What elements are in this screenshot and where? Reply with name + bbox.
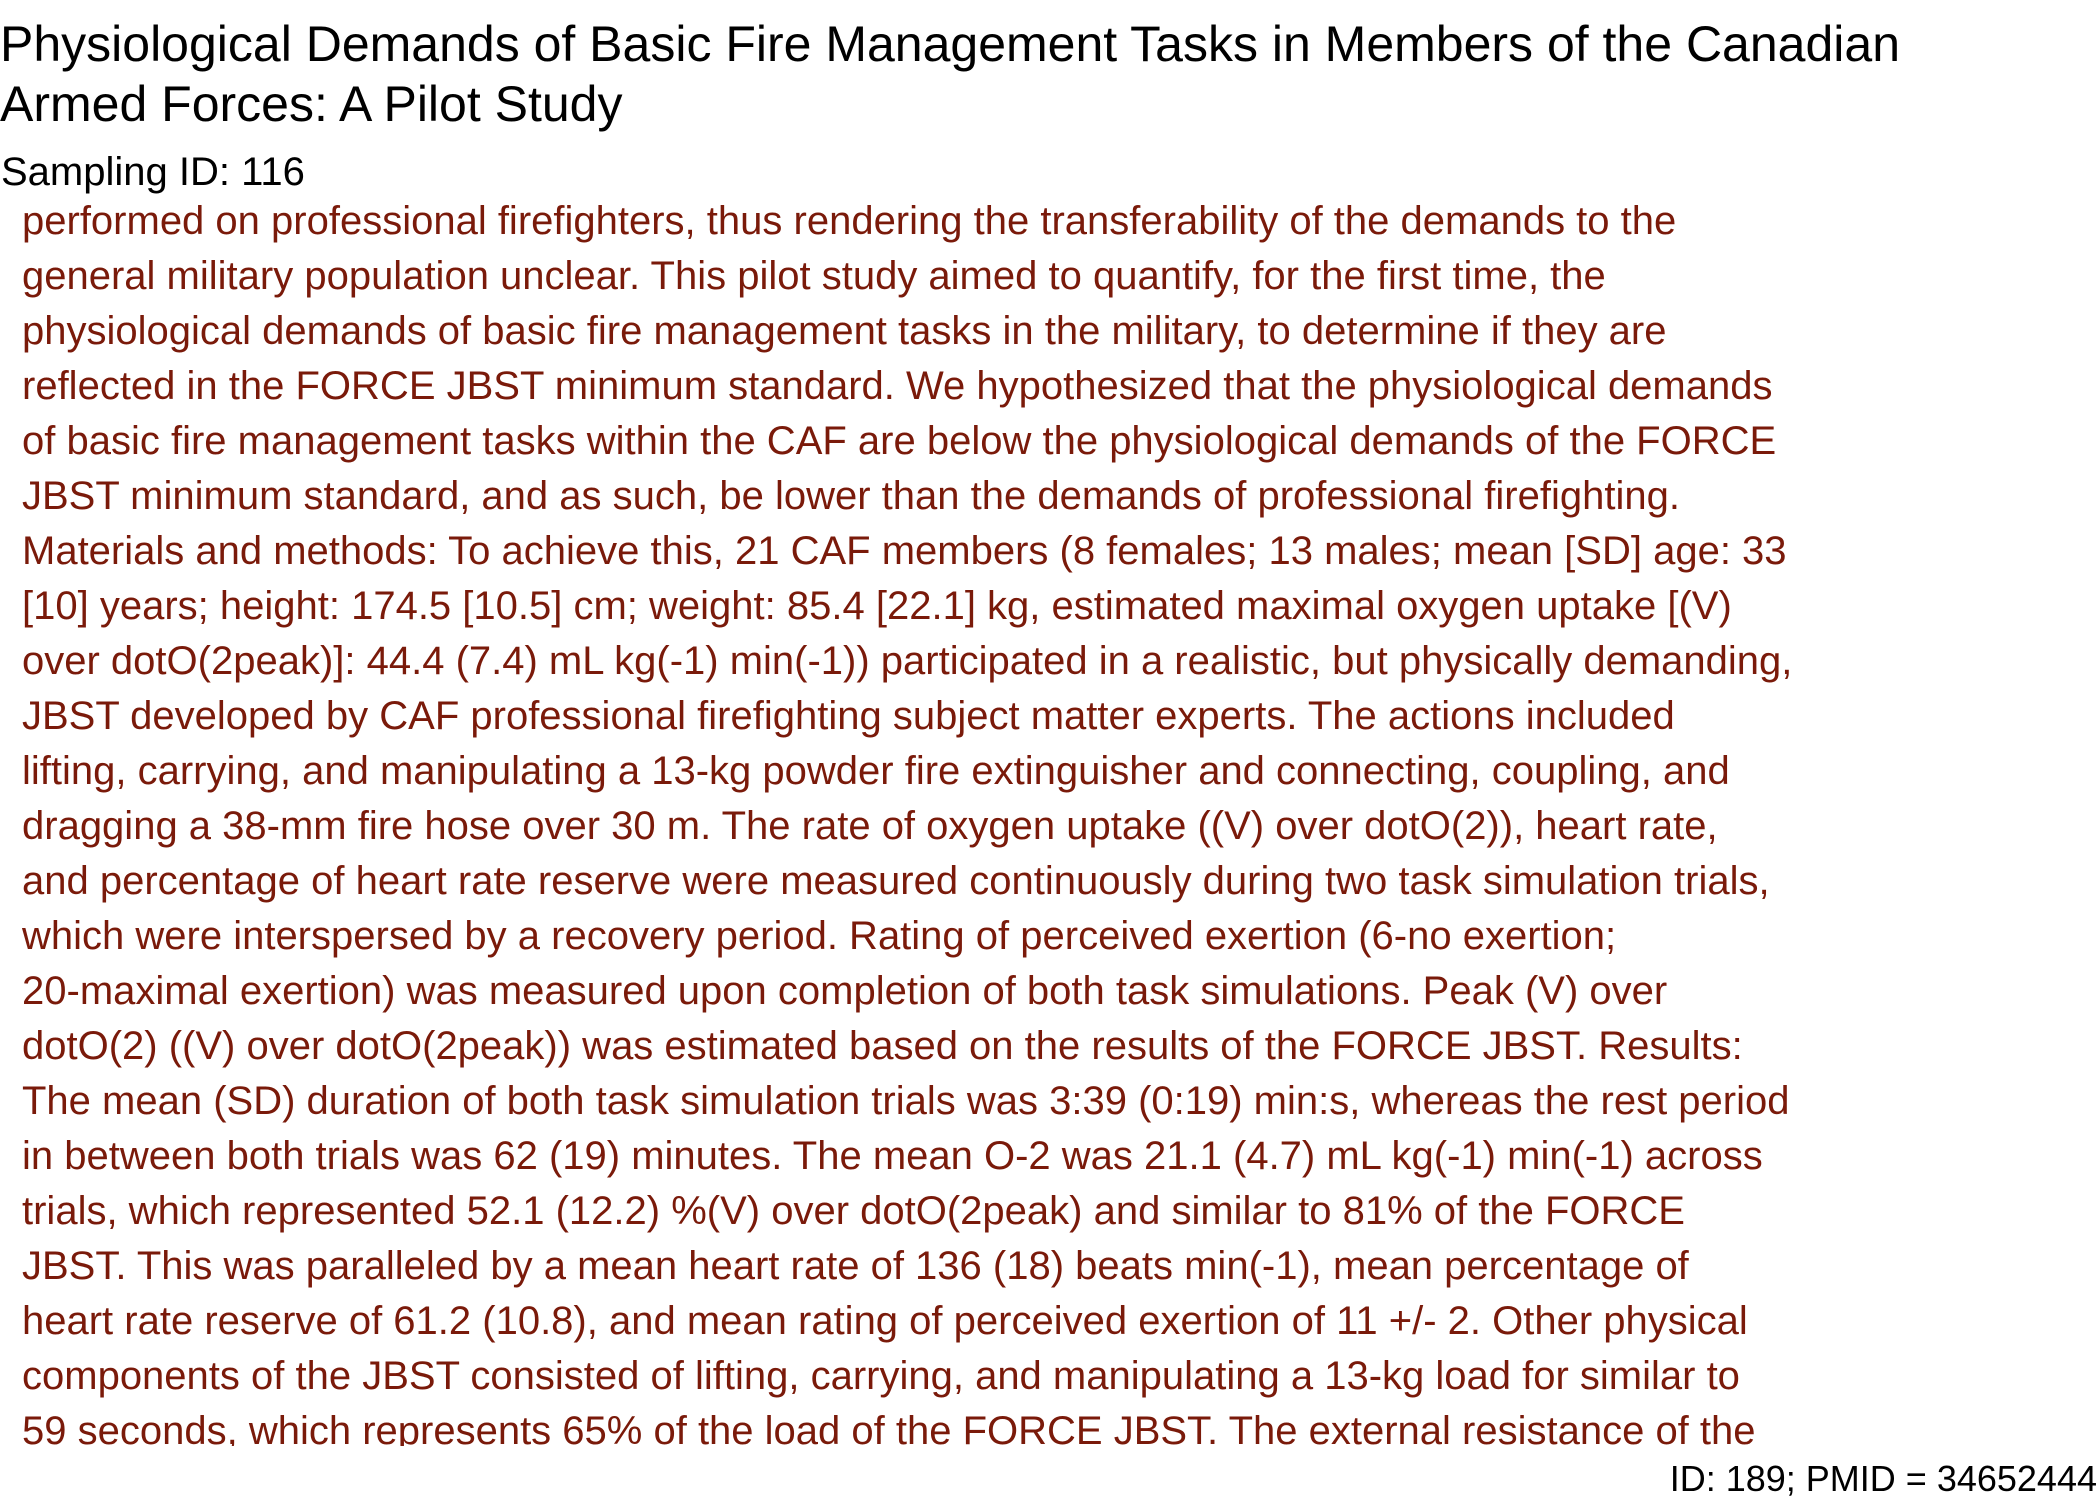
- abstract-viewport: performed on professional firefighters, …: [22, 194, 2100, 1446]
- abstract-line: in between both trials was 62 (19) minut…: [22, 1134, 1763, 1178]
- abstract-line: Materials and methods: To achieve this, …: [22, 529, 1787, 573]
- abstract-line: trials, which represented 52.1 (12.2) %(…: [22, 1189, 1685, 1233]
- abstract-line: dotO(2) ((V) over dotO(2peak)) was estim…: [22, 1024, 1743, 1068]
- abstract-line: JBST developed by CAF professional firef…: [22, 694, 1675, 738]
- paper-title-line: Armed Forces: A Pilot Study: [0, 76, 623, 132]
- abstract-line: dragging a 38-mm fire hose over 30 m. Th…: [22, 804, 1718, 848]
- abstract-line: reflected in the FORCE JBST minimum stan…: [22, 364, 1773, 408]
- abstract-line: over dotO(2peak)]: 44.4 (7.4) mL kg(-1) …: [22, 639, 1793, 683]
- abstract-line: and percentage of heart rate reserve wer…: [22, 859, 1770, 903]
- abstract-line: JBST minimum standard, and as such, be l…: [22, 474, 1680, 518]
- paper-title-line: Physiological Demands of Basic Fire Mana…: [0, 16, 1900, 72]
- abstract-line: The mean (SD) duration of both task simu…: [22, 1079, 1790, 1123]
- abstract-line: general military population unclear. Thi…: [22, 254, 1606, 298]
- abstract-line: JBST. This was paralleled by a mean hear…: [22, 1244, 1689, 1288]
- abstract-line: physiological demands of basic fire mana…: [22, 309, 1667, 353]
- abstract-line: lifting, carrying, and manipulating a 13…: [22, 749, 1730, 793]
- sampling-id: Sampling ID: 116: [1, 150, 305, 194]
- abstract-line: components of the JBST consisted of lift…: [22, 1354, 1740, 1398]
- record-id: ID: 189; PMID = 34652444: [1669, 1458, 2097, 1499]
- abstract-text: performed on professional firefighters, …: [22, 194, 1792, 1446]
- abstract-line: [10] years; height: 174.5 [10.5] cm; wei…: [22, 584, 1732, 628]
- abstract-line: which were interspersed by a recovery pe…: [22, 914, 1617, 958]
- abstract-line: heart rate reserve of 61.2 (10.8), and m…: [22, 1299, 1748, 1343]
- abstract-line: 59 seconds, which represents 65% of the …: [22, 1409, 1756, 1446]
- paper-title: Physiological Demands of Basic Fire Mana…: [0, 14, 2100, 134]
- abstract-line: performed on professional firefighters, …: [22, 199, 1677, 243]
- abstract-line: of basic fire management tasks within th…: [22, 419, 1777, 463]
- abstract-line: 20-maximal exertion) was measured upon c…: [22, 969, 1668, 1013]
